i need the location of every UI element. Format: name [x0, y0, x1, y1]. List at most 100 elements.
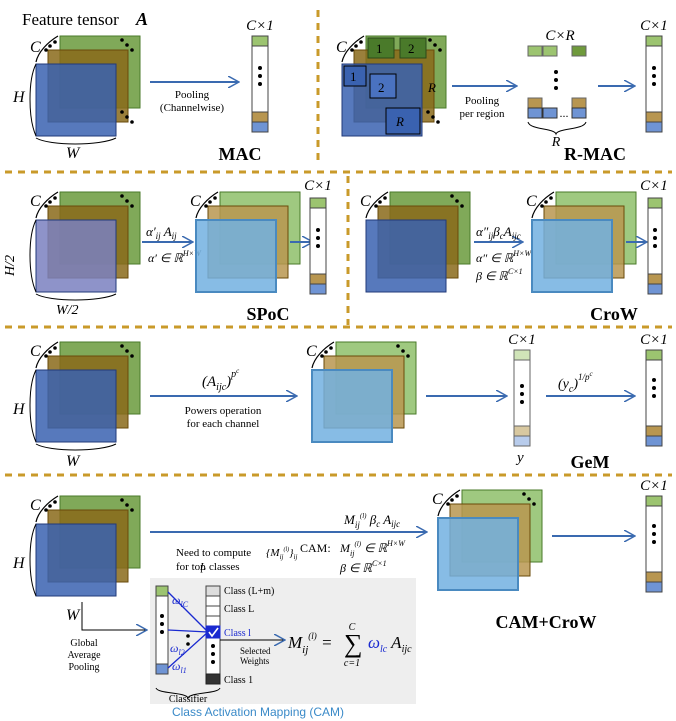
mac-title: MAC	[219, 144, 262, 164]
gem-dim-c2: C	[306, 343, 317, 360]
gem-dim-h: H	[12, 401, 26, 418]
rmac-panel: C 1 2 1 2 R R Pooling per region C×R ...…	[336, 18, 668, 164]
rmac-pool-label: Pooling	[465, 95, 500, 107]
gap-label-1: Global	[70, 638, 97, 649]
rmac-vec-label: C×1	[640, 18, 668, 34]
camcrow-dim-w: W	[66, 607, 81, 624]
rmac-title: R-MAC	[564, 144, 626, 164]
gem-title: GeM	[571, 452, 610, 472]
spoc-tensor	[30, 192, 140, 300]
crow-weight: α″ijβcAijc	[476, 224, 521, 241]
rmac-region-2a: 2	[408, 41, 415, 56]
camcrow-beta: β ∈ ℝC×1	[339, 559, 387, 575]
camcrow-weight: Mij(l) βc Aijc	[343, 512, 400, 530]
rmac-dim-c: C	[336, 39, 347, 56]
class-lm-label: Class (L+m)	[224, 586, 274, 597]
class-1-label: Class 1	[224, 675, 253, 686]
rmac-dots: ...	[560, 106, 569, 120]
mac-tensor	[30, 36, 140, 144]
spoc-title: SPoC	[246, 304, 289, 324]
mac-vec-label: C×1	[246, 18, 274, 34]
crow-vec-label: C×1	[640, 178, 668, 194]
crow-vector	[648, 198, 662, 294]
mac-dim-c: C	[30, 39, 41, 56]
mac-dim-w: W	[66, 145, 81, 162]
camcrow-need-L: L	[199, 561, 206, 573]
selected-label-1: Selected	[240, 646, 271, 656]
cam-caption: Class Activation Mapping (CAM)	[172, 705, 344, 719]
camcrow-vec-label: C×1	[640, 478, 668, 494]
gap-dot-a	[186, 634, 190, 638]
crow-alpha: α″ ∈ ℝH×W	[476, 249, 532, 265]
header-symbol: A	[135, 9, 148, 29]
mac-panel: C H W Pooling (Channelwise) C×1 MAC	[12, 18, 274, 164]
crow-dim-c: C	[360, 193, 371, 210]
rmac-region-1a: 1	[376, 41, 383, 56]
crow-panel: C α″ijβcAijc α″ ∈ ℝH×W β ∈ ℝC×1 C C×1 Cr…	[360, 178, 668, 324]
spoc-vec-label: C×1	[304, 178, 332, 194]
gem-powered-tensor	[312, 342, 416, 442]
gem-vector-in	[514, 350, 530, 446]
rmac-matrix-label: C×R	[545, 28, 574, 44]
mac-dim-h: H	[12, 89, 26, 106]
class-l-label: Class l	[224, 628, 251, 639]
camcrow-vector	[646, 496, 662, 592]
spoc-weight: α′ij Aij	[146, 224, 177, 241]
crow-title: CroW	[590, 304, 638, 324]
crow-tensor	[366, 192, 470, 292]
camcrow-need-1: Need to compute	[176, 547, 251, 559]
rmac-r-label: R	[551, 135, 561, 150]
mac-pool-sub: (Channelwise)	[160, 102, 224, 114]
spoc-dim-c: C	[30, 193, 41, 210]
spoc-dim-w2: W/2	[56, 303, 79, 318]
spoc-weighted-tensor	[196, 192, 300, 292]
class-vector	[206, 586, 220, 684]
gem-y-label: y	[515, 450, 524, 466]
rmac-region-ra: R	[427, 80, 436, 95]
camcrow-panel: C H W Mij(l) βc Aijc CAM: Mij(l) ∈ ℝH×W …	[12, 478, 668, 719]
header-title: Feature tensor	[22, 10, 119, 29]
spoc-alpha: α′ ∈ ℝH×W	[148, 249, 202, 265]
rmac-region-rb: R	[395, 114, 404, 129]
gem-op-sub: for each channel	[187, 418, 260, 430]
gap-vector	[156, 586, 168, 674]
gem-dim-w: W	[66, 453, 81, 470]
gem-tensor	[30, 342, 140, 450]
gem-power: (Aijc)pc	[202, 367, 240, 393]
camcrow-title: CAM+CroW	[496, 612, 597, 632]
cam-sum-sigma: ∑	[344, 629, 363, 658]
gem-vector	[646, 350, 662, 446]
gem-op-label: Powers operation	[185, 405, 262, 417]
camcrow-m-domain: Mij(l) ∈ ℝH×W	[339, 539, 406, 558]
gap-connector	[82, 602, 146, 630]
class-L-label: Class L	[224, 604, 254, 615]
rmac-matrix	[528, 46, 586, 134]
gem-vec-in-label: C×1	[508, 332, 536, 348]
spoc-panel: C H/2 W/2 α′ij Aij α′ ∈ ℝH×W C C×1 SPoC	[3, 178, 332, 324]
gap-dot-b	[186, 642, 190, 646]
classifier-label: Classifier	[169, 694, 208, 705]
mac-vector	[252, 36, 268, 132]
cam-sum-bottom: c=1	[344, 658, 360, 669]
spoc-dim-c2: C	[190, 193, 201, 210]
mac-pool-label: Pooling	[175, 89, 210, 101]
camcrow-cam-label: CAM:	[300, 541, 331, 555]
spoc-vector	[310, 198, 326, 294]
gap-label-2: Average	[67, 650, 101, 661]
rmac-vector	[646, 36, 662, 132]
crow-weighted-tensor	[532, 192, 636, 292]
spoc-dim-h2: H/2	[3, 255, 18, 277]
rmac-region-2b: 2	[378, 80, 385, 95]
selected-label-2: Weights	[240, 656, 270, 666]
gem-vec-label: C×1	[640, 332, 668, 348]
camcrow-weighted-tensor	[438, 490, 542, 590]
camcrow-need-3: classes	[209, 561, 240, 573]
rmac-pool-sub: per region	[460, 108, 505, 120]
gem-root: (yc)1/pc	[558, 370, 594, 395]
camcrow-tensor	[30, 496, 140, 596]
rmac-region-1b: 1	[350, 69, 357, 84]
cam-sum-top: C	[349, 622, 356, 633]
camcrow-need-set: {Mij(l)}ij	[266, 546, 297, 561]
crow-beta: β ∈ ℝC×1	[475, 267, 523, 283]
